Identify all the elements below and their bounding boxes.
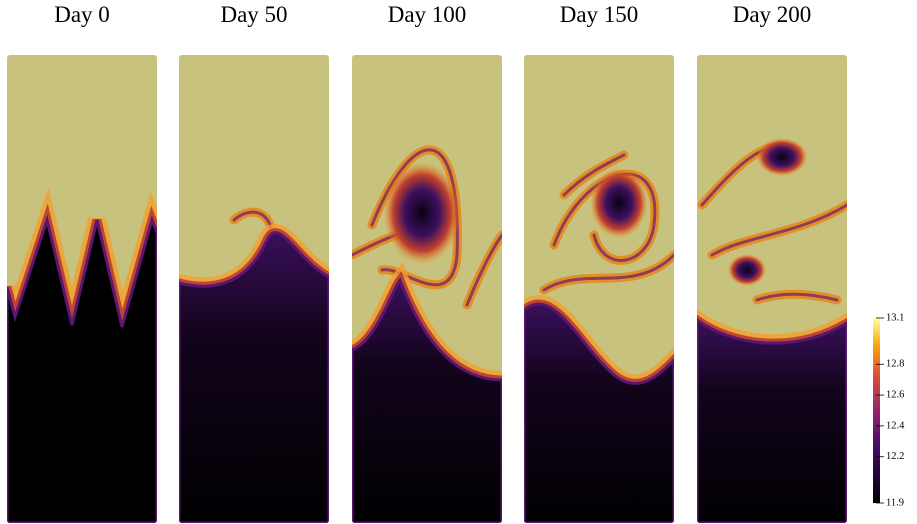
panel (352, 55, 502, 523)
colorbar (873, 318, 880, 503)
colorbar-tick-label: 11.9 (886, 497, 904, 508)
panel-title: Day 50 (220, 2, 287, 27)
figure: 11.9 12.2 12.4 12.6 12.8 13.1 Day 0 Day 50 Day … (0, 0, 917, 524)
panel (179, 55, 329, 523)
panel-title: Day 0 (54, 2, 110, 27)
vortex (590, 168, 648, 238)
colorbar-tick-label: 12.2 (886, 451, 904, 462)
colorbar-tick-label: 13.1 (886, 312, 904, 323)
panel-title: Day 200 (733, 2, 812, 27)
colorbar-tick-label: 12.8 (886, 359, 904, 370)
panel-title: Day 150 (560, 2, 639, 27)
panels (7, 55, 847, 523)
dense-fluid (697, 320, 847, 523)
vortex (728, 254, 766, 286)
panel (697, 55, 847, 523)
panel-title: Day 100 (388, 2, 467, 27)
colorbar-tick-label: 12.6 (886, 389, 904, 400)
colorbar-ticks: 11.9 12.2 12.4 12.6 12.8 13.1 (876, 312, 905, 508)
panel (7, 55, 157, 523)
panel (524, 55, 674, 523)
colorbar-tick-label: 12.4 (886, 420, 905, 431)
vortex (756, 138, 807, 176)
vortex (384, 162, 461, 264)
